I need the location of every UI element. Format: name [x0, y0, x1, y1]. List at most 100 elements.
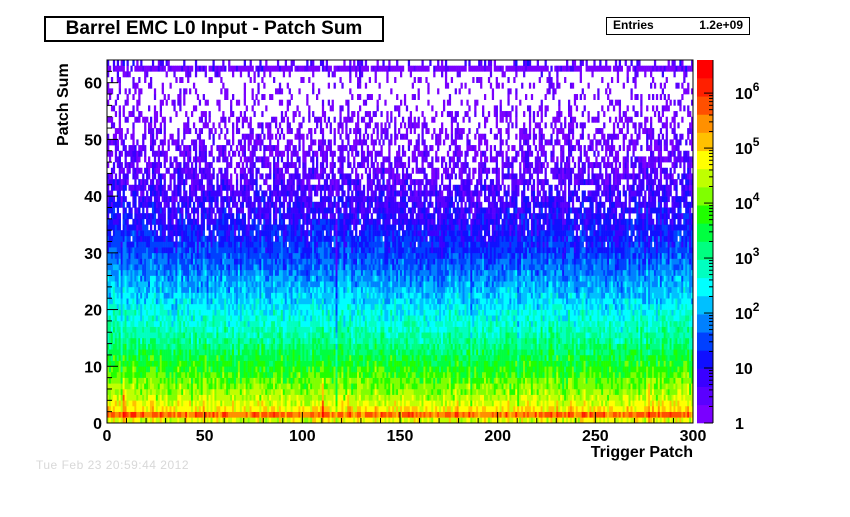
heatmap-cell — [220, 218, 223, 225]
heatmap-cell — [189, 235, 192, 242]
heatmap-cell — [192, 394, 196, 401]
heatmap-cell — [167, 298, 170, 305]
heatmap-cell — [265, 343, 268, 350]
heatmap-cell — [122, 167, 125, 174]
heatmap-cell — [232, 286, 235, 293]
heatmap-cell — [159, 241, 162, 248]
heatmap-cell — [216, 241, 219, 248]
heatmap-cell — [179, 332, 182, 339]
heatmap-cell — [276, 190, 280, 197]
heatmap-cell — [169, 241, 172, 248]
heatmap-cell — [161, 258, 164, 265]
heatmap-cell — [288, 88, 291, 95]
heatmap-cell — [212, 235, 215, 242]
heatmap-cell — [253, 354, 256, 361]
heatmap-cell — [218, 417, 221, 424]
heatmap-cell — [118, 377, 121, 384]
heatmap-cell — [196, 292, 200, 299]
heatmap-cell — [263, 275, 266, 282]
heatmap-cell — [290, 235, 293, 242]
heatmap-cell — [220, 354, 223, 361]
heatmap-cell — [165, 247, 168, 254]
heatmap-cell — [112, 247, 116, 254]
heatmap-cell — [210, 354, 213, 361]
heatmap-cell — [116, 258, 120, 265]
heatmap-cell — [189, 332, 192, 339]
heatmap-cell — [153, 298, 157, 305]
heatmap-cell — [155, 337, 159, 344]
heatmap-cell — [148, 303, 151, 310]
heatmap-cell — [282, 116, 286, 123]
heatmap-cell — [263, 241, 266, 248]
heatmap-cell — [134, 145, 137, 152]
heatmap-cell — [144, 201, 147, 208]
heatmap-cell — [153, 320, 157, 327]
heatmap-cell — [148, 235, 151, 242]
heatmap-cell — [179, 241, 182, 248]
heatmap-cell — [120, 343, 123, 350]
heatmap-cell — [136, 377, 139, 384]
heatmap-cell — [134, 309, 137, 316]
heatmap-cell — [220, 383, 223, 390]
heatmap-cell — [144, 360, 147, 367]
heatmap-cell — [110, 218, 114, 225]
heatmap-cell — [161, 366, 164, 373]
heatmap-cell — [122, 252, 125, 259]
heatmap-cell — [124, 303, 127, 310]
heatmap-cell — [243, 292, 246, 299]
heatmap-cell — [159, 179, 162, 186]
heatmap-cell — [230, 320, 233, 327]
heatmap-cell — [175, 309, 178, 316]
heatmap-cell — [159, 366, 162, 373]
heatmap-cell — [112, 179, 116, 186]
heatmap-cell — [108, 383, 112, 390]
heatmap-cell — [124, 405, 127, 412]
heatmap-cell — [151, 207, 155, 214]
heatmap-cell — [247, 275, 250, 282]
heatmap-cell — [208, 332, 211, 339]
heatmap-cell — [237, 196, 241, 203]
heatmap-cell — [159, 303, 162, 310]
heatmap-cell — [235, 360, 239, 367]
heatmap-cell — [235, 377, 239, 384]
heatmap-cell — [171, 269, 174, 276]
heatmap-cell — [276, 366, 280, 373]
heatmap-cell — [116, 417, 120, 424]
heatmap-cell — [269, 377, 272, 384]
heatmap-cell — [108, 332, 112, 339]
heatmap-cell — [173, 411, 176, 418]
heatmap-cell — [212, 139, 215, 146]
heatmap-cell — [241, 224, 245, 231]
heatmap-cell — [233, 201, 237, 208]
heatmap-cell — [181, 349, 184, 356]
heatmap-cell — [278, 213, 282, 220]
heatmap-cell — [110, 77, 114, 83]
heatmap-cell — [175, 371, 178, 378]
heatmap-cell — [206, 332, 209, 339]
heatmap-cell — [108, 173, 112, 180]
heatmap-cell — [202, 190, 205, 197]
heatmap-cell — [149, 411, 153, 418]
heatmap-cell — [255, 354, 258, 361]
heatmap-cell — [267, 224, 270, 231]
heatmap-cell — [298, 111, 301, 118]
heatmap-cell — [255, 337, 258, 344]
heatmap-cell — [253, 303, 256, 310]
heatmap-cell — [278, 252, 282, 259]
heatmap-cell — [261, 320, 264, 327]
heatmap-cell — [255, 371, 258, 378]
heatmap-cell — [243, 252, 246, 259]
heatmap-cell — [274, 286, 278, 293]
heatmap-cell — [210, 337, 213, 344]
heatmap-cell — [280, 190, 284, 197]
heatmap-cell — [253, 218, 256, 225]
heatmap-cell — [126, 258, 129, 265]
heatmap-cell — [179, 366, 182, 373]
heatmap-cell — [294, 371, 297, 378]
heatmap-cell — [298, 309, 301, 316]
heatmap-cell — [114, 275, 118, 282]
heatmap-cell — [153, 411, 157, 418]
heatmap-cell — [237, 65, 241, 72]
heatmap-cell — [251, 343, 254, 350]
